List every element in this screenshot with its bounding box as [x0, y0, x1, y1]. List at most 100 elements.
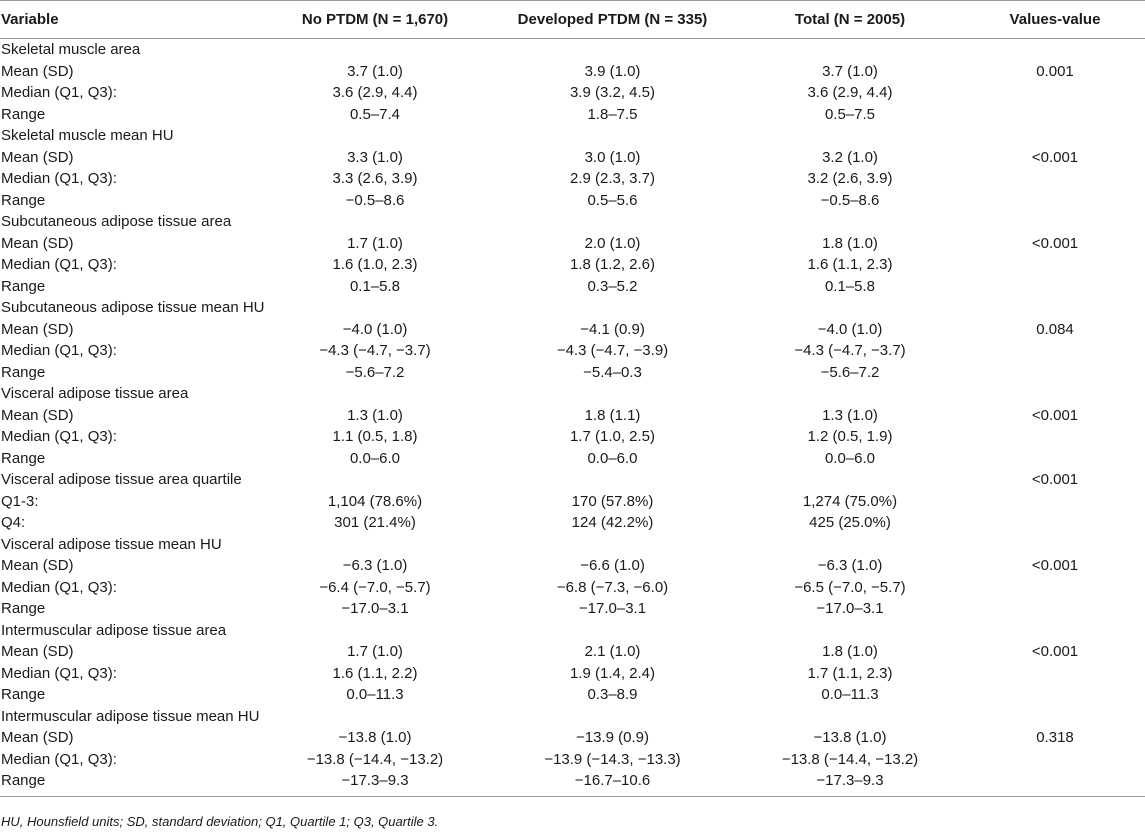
table-row: Mean (SD) −4.0 (1.0) −4.1 (0.9) −4.0 (1.0) 0…: [0, 319, 1145, 341]
cell-developed-ptdm: 1.8 (1.1): [584, 406, 641, 424]
cell-developed-ptdm: 124 (42.2%): [571, 514, 654, 531]
cell-total: [735, 297, 965, 319]
table-row: Skeletal muscle area: [0, 39, 1145, 61]
cell-values-value: [965, 362, 1145, 384]
cell-total: −17.3–9.3: [735, 770, 965, 797]
cell-total: 3.7 (1.0): [822, 62, 878, 80]
cell-no-ptdm: −6.3 (1.0): [342, 557, 408, 574]
cell-developed-ptdm: 1.7 (1.0, 2.5): [569, 428, 656, 445]
cell-no-ptdm: −13.8 (−14.4, −13.2): [306, 750, 444, 768]
table-row: Subcutaneous adipose tissue area: [0, 211, 1145, 233]
table-row: Range −17.3–9.3 −16.7–10.6 −17.3–9.3: [0, 770, 1145, 797]
table-row: Subcutaneous adipose tissue mean HU: [0, 297, 1145, 319]
cell-variable: Mean (SD): [1, 406, 74, 424]
cell-variable: Median (Q1, Q3):: [1, 578, 117, 596]
cell-no-ptdm: [260, 534, 490, 556]
cell-variable: Range: [1, 600, 46, 617]
cell-values-value: [965, 39, 1145, 61]
cell-total: [735, 39, 965, 61]
cell-no-ptdm: −4.0 (1.0): [342, 320, 408, 338]
cell-no-ptdm: −4.3 (−4.7, −3.7): [319, 342, 431, 359]
cell-total: [735, 125, 965, 147]
cell-developed-ptdm: −4.3 (−4.7, −3.9): [556, 342, 669, 359]
table-row: Range −5.6–7.2 −5.4–0.3 −5.6–7.2: [0, 362, 1145, 384]
cell-variable: Median (Q1, Q3):: [1, 256, 117, 273]
cell-no-ptdm: 1.6 (1.0, 2.3): [332, 256, 418, 273]
cell-total: [735, 383, 965, 405]
cell-no-ptdm: 3.3 (1.0): [347, 148, 403, 166]
cell-variable: Range: [0, 770, 260, 797]
table-row: Mean (SD) 3.7 (1.0) 3.9 (1.0) 3.7 (1.0) 0.00…: [0, 61, 1145, 83]
cell-variable: Visceral adipose tissue mean HU: [1, 535, 222, 553]
cell-developed-ptdm: −6.6 (1.0): [580, 557, 645, 574]
cell-developed-ptdm: −17.0–3.1: [578, 600, 647, 617]
header-row: Variable No PTDM (N = 1,670) Developed P…: [0, 0, 1145, 39]
header-total: Total (N = 2005): [735, 0, 965, 39]
cell-total: [735, 469, 965, 491]
table-row: Median (Q1, Q3): 1.6 (1.1, 2.2) 1.9 (1.4, …: [0, 663, 1145, 685]
cell-total: −0.5–8.6: [820, 191, 880, 209]
table-row: Visceral adipose tissue area: [0, 383, 1145, 405]
cell-total: 0.5–7.5: [824, 105, 876, 123]
cell-values-value: [965, 663, 1145, 685]
cell-total: 425 (25.0%): [809, 514, 891, 531]
cell-values-value: [965, 82, 1145, 104]
cell-developed-ptdm: [490, 211, 735, 233]
cell-variable: Intermuscular adipose tissue mean HU: [1, 707, 260, 725]
table-row: Mean (SD) 1.3 (1.0) 1.8 (1.1) 1.3 (1.0) <0.0…: [0, 405, 1145, 427]
cell-variable: Mean (SD): [1, 643, 74, 660]
cell-values-value: <0.001: [1031, 148, 1079, 166]
cell-variable: Subcutaneous adipose tissue mean HU: [1, 299, 265, 316]
cell-developed-ptdm: 170 (57.8%): [571, 492, 654, 510]
cell-values-value: [965, 512, 1145, 534]
table-row: Mean (SD) 3.3 (1.0) 3.0 (1.0) 3.2 (1.0) <0.0…: [0, 147, 1145, 169]
cell-total: 1.8 (1.0): [822, 234, 878, 252]
cell-developed-ptdm: 0.3–8.9: [587, 686, 638, 703]
cell-no-ptdm: [260, 620, 490, 642]
cell-no-ptdm: −13.8 (1.0): [338, 729, 412, 746]
table-row: Median (Q1, Q3): 1.6 (1.0, 2.3) 1.8 (1.2, …: [0, 254, 1145, 276]
cell-values-value: [965, 491, 1145, 513]
cell-values-value: [965, 276, 1145, 298]
cell-no-ptdm: 1.3 (1.0): [347, 406, 403, 424]
table-footnote: HU, Hounsfield units; SD, standard devia…: [1, 814, 439, 829]
cell-values-value: [965, 211, 1145, 233]
cell-variable: Median (Q1, Q3):: [1, 84, 117, 101]
cell-no-ptdm: 3.3 (2.6, 3.9): [332, 170, 418, 187]
cell-values-value: [965, 168, 1145, 190]
header-developed-ptdm: Developed PTDM (N = 335): [490, 0, 735, 39]
cell-variable: Median (Q1, Q3):: [1, 664, 117, 682]
table-row: Intermuscular adipose tissue area: [0, 620, 1145, 642]
table-row: Median (Q1, Q3): 3.3 (2.6, 3.9) 2.9 (2.3, …: [0, 168, 1145, 190]
cell-total: −4.0 (1.0): [817, 320, 883, 338]
cell-total: −5.6–7.2: [820, 363, 880, 381]
cell-values-value: [965, 770, 1145, 797]
cell-variable: Mean (SD): [1, 148, 74, 166]
table-row: Range 0.1–5.8 0.3–5.2 0.1–5.8: [0, 276, 1145, 298]
table-row: Q4: 301 (21.4%) 124 (42.2%) 425 (25.0%): [0, 512, 1145, 534]
cell-no-ptdm: −6.4 (−7.0, −5.7): [319, 578, 431, 596]
cell-no-ptdm: [260, 706, 490, 728]
cell-values-value: [965, 254, 1145, 276]
cell-no-ptdm: 3.7 (1.0): [347, 62, 403, 80]
table-header: Variable No PTDM (N = 1,670) Developed P…: [0, 0, 1145, 39]
cell-total: 3.2 (1.0): [822, 148, 878, 166]
table-row: Visceral adipose tissue mean HU: [0, 534, 1145, 556]
cell-total: 1.2 (0.5, 1.9): [807, 428, 893, 445]
cell-values-value: [965, 448, 1145, 470]
cell-no-ptdm: [260, 469, 490, 491]
cell-total: [735, 706, 965, 728]
cell-developed-ptdm: 3.0 (1.0): [584, 148, 641, 166]
cell-total: −4.3 (−4.7, −3.7): [794, 342, 906, 359]
cell-total: 0.0–11.3: [821, 686, 879, 703]
cell-values-value: <0.001: [1031, 234, 1079, 252]
cell-values-value: <0.001: [1031, 643, 1079, 660]
cell-no-ptdm: [260, 125, 490, 147]
cell-variable: Mean (SD): [1, 234, 74, 252]
cell-values-value: [965, 706, 1145, 728]
cell-total: −6.3 (1.0): [817, 557, 883, 574]
cell-no-ptdm: 1.7 (1.0): [347, 643, 403, 660]
table-row: Range −17.0–3.1 −17.0–3.1 −17.0–3.1: [0, 598, 1145, 620]
cell-total: −13.8 (−14.4, −13.2): [781, 750, 919, 768]
cell-developed-ptdm: −5.4–0.3: [583, 363, 642, 381]
